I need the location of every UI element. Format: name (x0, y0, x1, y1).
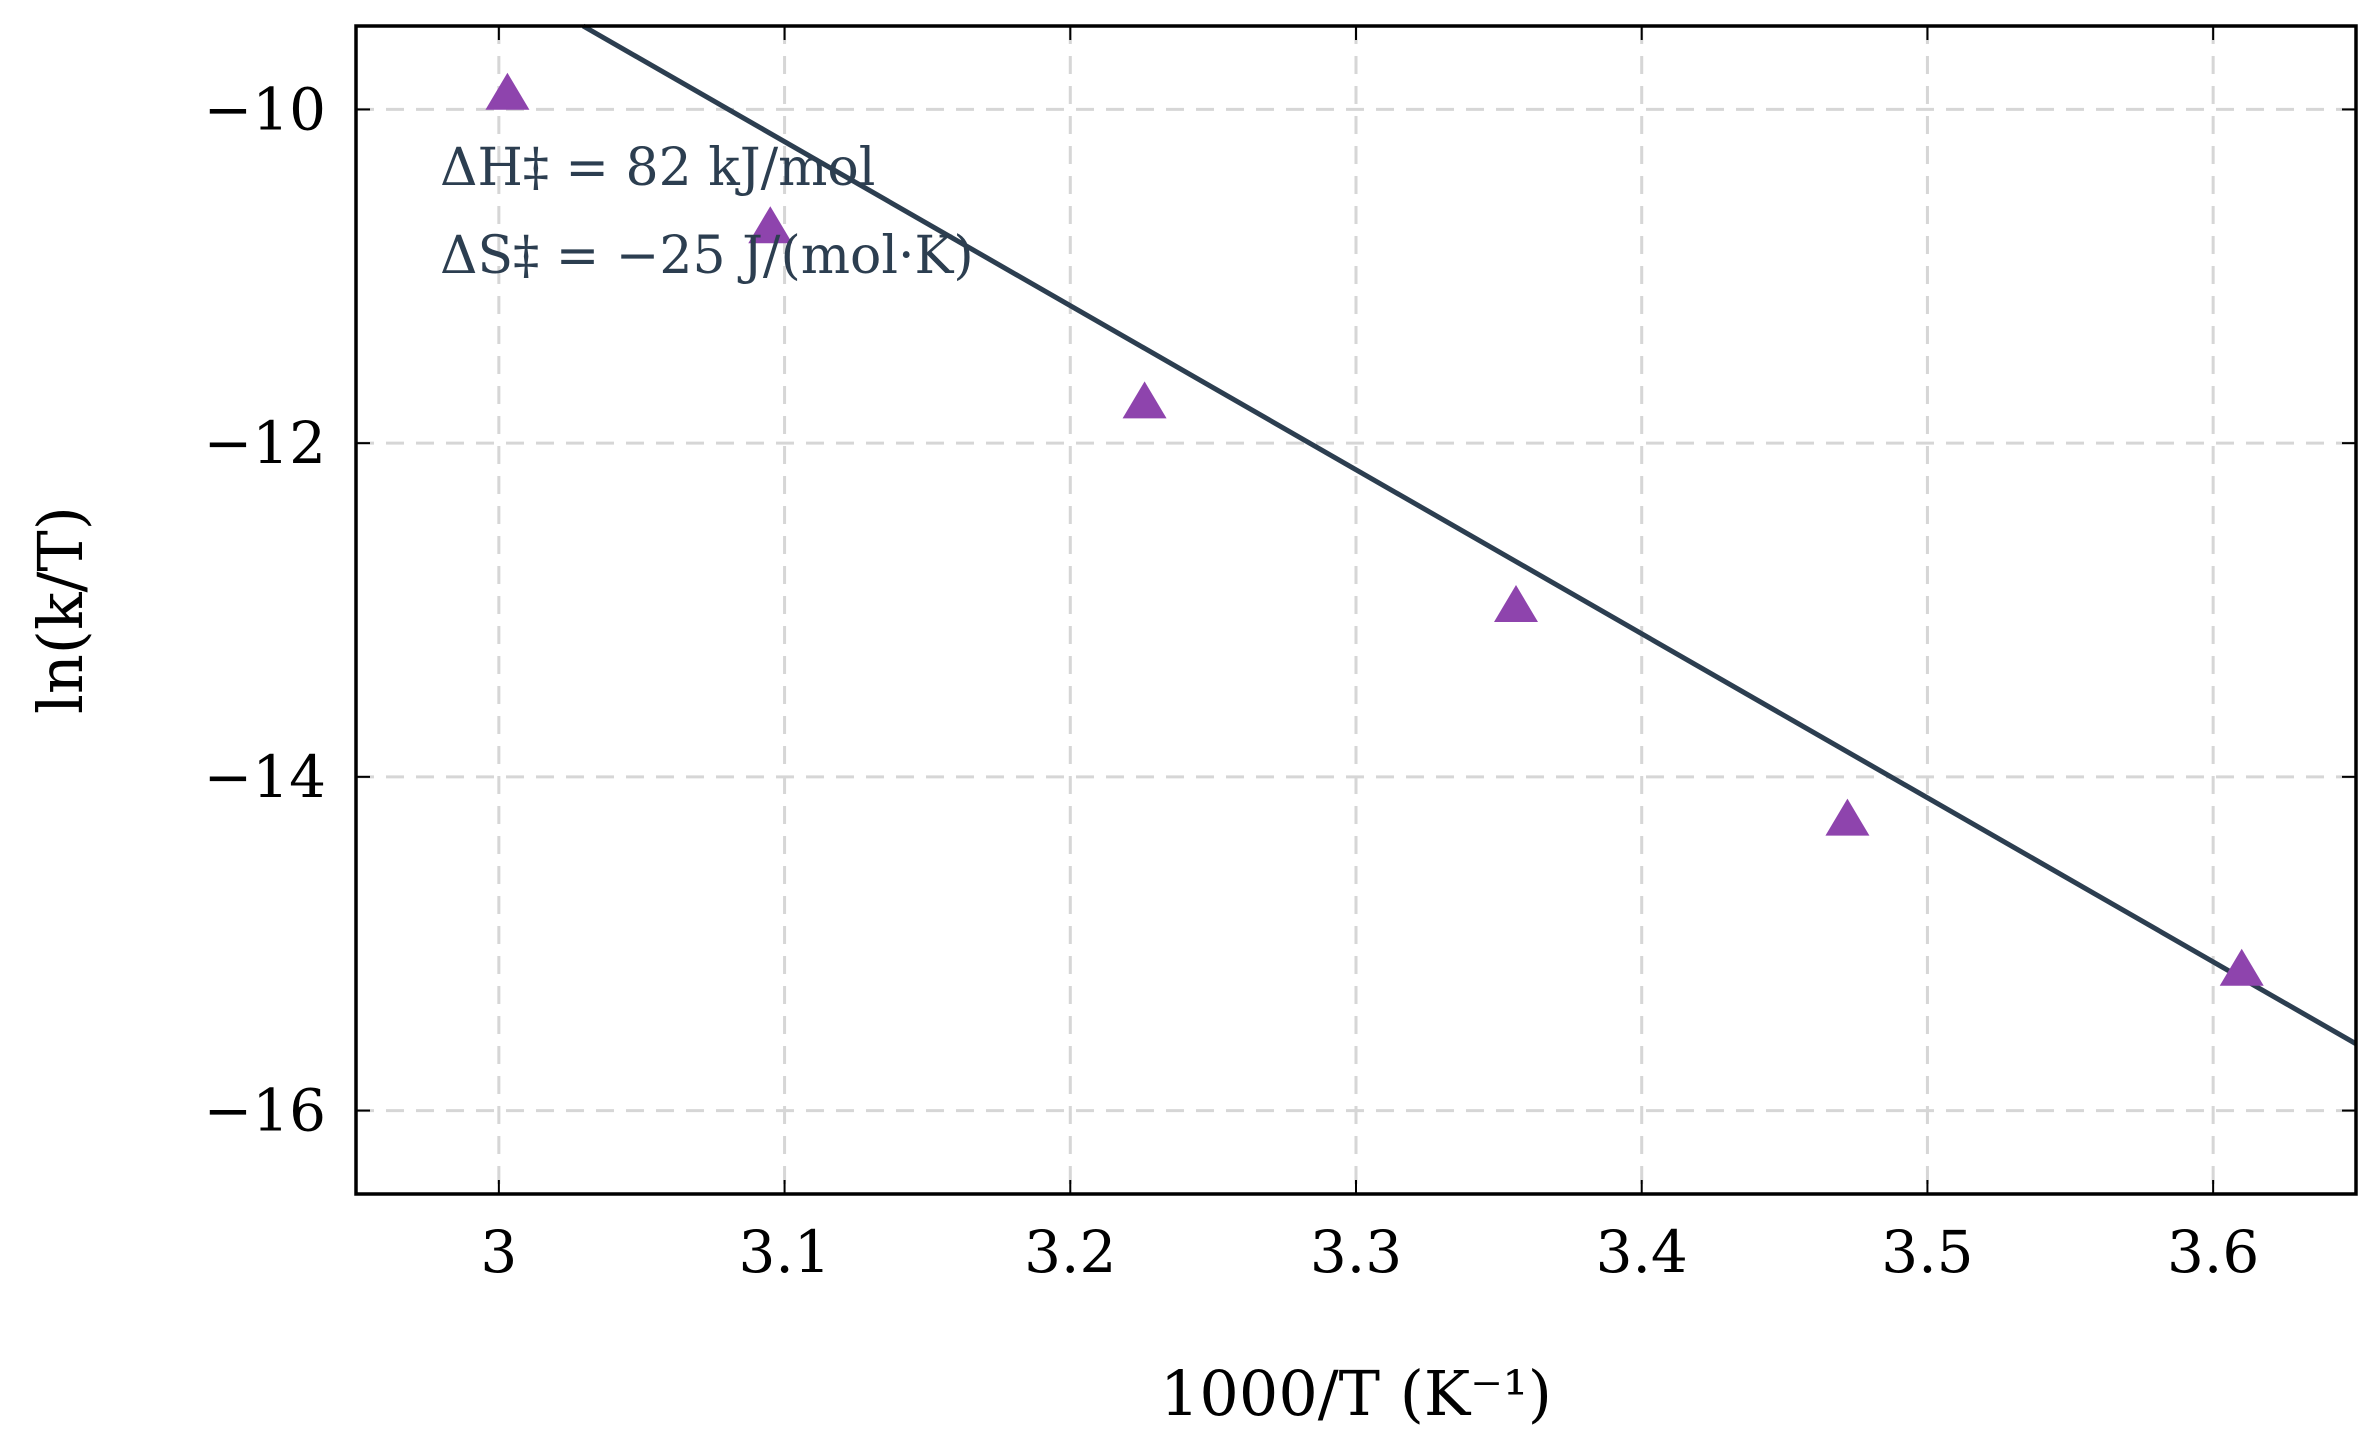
fit-line (581, 23, 2358, 1046)
x-tick-label: 3.6 (2167, 1218, 2259, 1286)
data-point-triangle (485, 72, 530, 110)
y-tick-label: −12 (204, 409, 326, 477)
x-tick-label: 3.3 (1310, 1218, 1402, 1286)
data-point-triangle (1825, 798, 1870, 836)
annotation-layer: ΔH‡ = 82 kJ/mol ΔS‡ = −25 J/(mol·K) (440, 138, 974, 286)
y-tick-label: −16 (204, 1077, 326, 1145)
line-layer (581, 23, 2358, 1046)
data-point-triangle (1494, 584, 1538, 622)
x-tick-label: 3.5 (1881, 1218, 1973, 1286)
data-point-triangle (1122, 381, 1167, 419)
x-tick-label: 3 (480, 1218, 517, 1286)
tick-layer: 3 3.1 3.2 3.3 3.4 3.5 3.6 −10 −12 −14 −16 (204, 26, 2356, 1286)
x-tick-label: 3.2 (1024, 1218, 1116, 1286)
plot-frame (354, 24, 2358, 1196)
annotation-delta-s: ΔS‡ = −25 J/(mol·K) (440, 226, 974, 286)
x-tick-label: 3.4 (1596, 1218, 1688, 1286)
grid-layer (356, 26, 2356, 1194)
x-axis-label: 1000/T (K⁻¹) (1160, 1357, 1552, 1430)
annotation-delta-h: ΔH‡ = 82 kJ/mol (440, 138, 875, 198)
label-layer: 1000/T (K⁻¹) ln(k/T) (24, 506, 1552, 1430)
data-point-triangle (2219, 948, 2264, 986)
y-axis-label: ln(k/T) (24, 506, 97, 714)
x-tick-label: 3.1 (738, 1218, 830, 1286)
y-tick-label: −10 (204, 75, 326, 143)
y-tick-label: −14 (204, 743, 326, 811)
marker-layer (485, 72, 2264, 986)
data-point-triangle (748, 206, 793, 244)
